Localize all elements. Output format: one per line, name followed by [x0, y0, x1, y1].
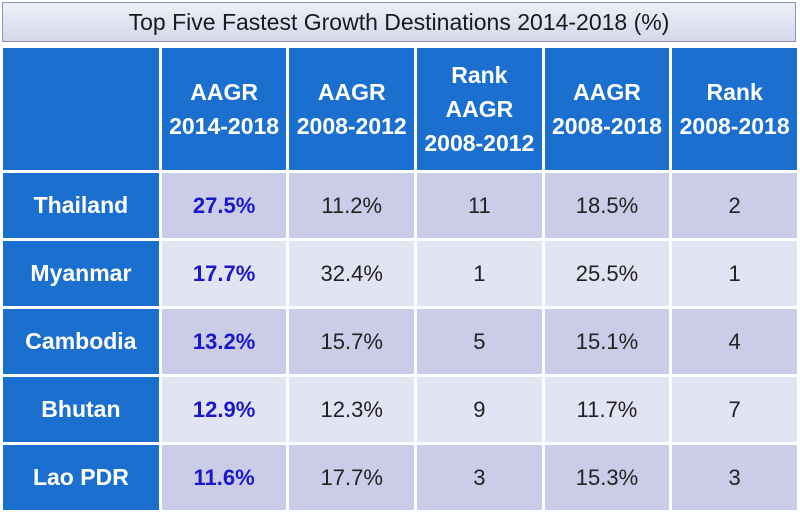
column-header-line2: AAGR 2008-2012 — [424, 96, 535, 156]
column-header: Rank AAGR 2008-2012 — [417, 48, 542, 170]
corner-cell — [3, 48, 159, 170]
table-cell: 1 — [672, 241, 797, 306]
column-header-line2: 2008-2018 — [679, 113, 790, 139]
table-row: Bhutan 12.9% 12.3% 9 11.7% 7 — [3, 377, 797, 442]
table-cell: 32.4% — [289, 241, 415, 306]
table-cell: 15.1% — [544, 309, 670, 374]
column-header-line1: Rank — [706, 79, 763, 105]
table-cell: 11.7% — [544, 377, 670, 442]
table-cell: 3 — [672, 445, 797, 510]
table-cell: 27.5% — [161, 173, 287, 238]
table-cell: 9 — [417, 377, 542, 442]
table-cell: 13.2% — [161, 309, 287, 374]
column-header: AAGR 2014-2018 — [161, 48, 287, 170]
table-cell: 18.5% — [544, 173, 670, 238]
table-cell: 4 — [672, 309, 797, 374]
column-header-line2: 2008-2018 — [551, 113, 662, 139]
table-cell: 25.5% — [544, 241, 670, 306]
table-cell: 2 — [672, 173, 797, 238]
column-header: AAGR 2008-2012 — [289, 48, 415, 170]
table-cell: 12.3% — [289, 377, 415, 442]
table-cell: 11.6% — [161, 445, 287, 510]
column-header: Rank 2008-2018 — [672, 48, 797, 170]
table-cell: 11.2% — [289, 173, 415, 238]
table-cell: 15.7% — [289, 309, 415, 374]
table-cell: 11 — [417, 173, 542, 238]
table-cell: 12.9% — [161, 377, 287, 442]
row-header: Cambodia — [3, 309, 159, 374]
column-header-line1: AAGR — [573, 79, 641, 105]
table-cell: 17.7% — [161, 241, 287, 306]
column-header-line2: 2014-2018 — [169, 113, 280, 139]
header-row: AAGR 2014-2018 AAGR 2008-2012 Rank AAGR … — [3, 48, 797, 170]
column-header-line1: AAGR — [190, 79, 258, 105]
table-cell: 17.7% — [289, 445, 415, 510]
table-cell: 1 — [417, 241, 542, 306]
table-row: Myanmar 17.7% 32.4% 1 25.5% 1 — [3, 241, 797, 306]
table-cell: 7 — [672, 377, 797, 442]
row-header: Bhutan — [3, 377, 159, 442]
row-header: Thailand — [3, 173, 159, 238]
table-cell: 5 — [417, 309, 542, 374]
column-header-line1: Rank — [451, 62, 508, 88]
column-header-line2: 2008-2012 — [296, 113, 407, 139]
growth-table: AAGR 2014-2018 AAGR 2008-2012 Rank AAGR … — [0, 45, 800, 513]
table-row: Lao PDR 11.6% 17.7% 3 15.3% 3 — [3, 445, 797, 510]
table-cell: 3 — [417, 445, 542, 510]
column-header: AAGR 2008-2018 — [544, 48, 670, 170]
chart-title: Top Five Fastest Growth Destinations 201… — [2, 2, 796, 42]
row-header: Lao PDR — [3, 445, 159, 510]
table-row: Cambodia 13.2% 15.7% 5 15.1% 4 — [3, 309, 797, 374]
column-header-line1: AAGR — [317, 79, 386, 105]
table-cell: 15.3% — [544, 445, 670, 510]
table-row: Thailand 27.5% 11.2% 11 18.5% 2 — [3, 173, 797, 238]
row-header: Myanmar — [3, 241, 159, 306]
